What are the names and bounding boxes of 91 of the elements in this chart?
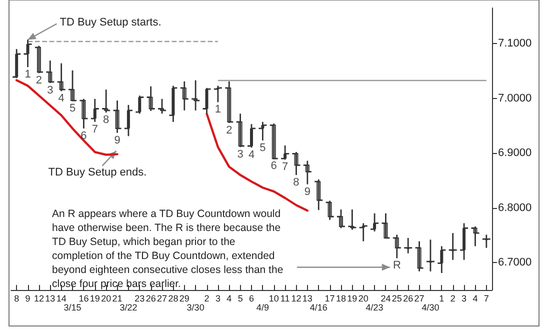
candlestick <box>124 104 134 137</box>
x-tick-label: 4/23 <box>366 302 384 312</box>
x-tick-label: 16 <box>78 294 89 304</box>
x-tick-label: 4/9 <box>256 302 269 312</box>
candlestick <box>23 39 32 68</box>
x-tick-label: 3/15 <box>64 302 82 312</box>
x-tick-label: 2 <box>204 294 210 304</box>
x-tick-label: 1 <box>439 294 444 304</box>
x-tick-label: 7 <box>484 294 489 304</box>
text: 5 <box>260 142 266 154</box>
x-tick-label: 20 <box>101 294 112 304</box>
x-tick-label: 29 <box>179 294 190 304</box>
x-tick-label: 3/30 <box>186 302 204 312</box>
text: 9 <box>304 186 310 198</box>
x-tick-label: 5 <box>238 294 243 304</box>
candlestick <box>370 212 380 232</box>
x-tick-label: 17 <box>324 294 335 304</box>
candlestick <box>314 178 324 211</box>
candlestick <box>403 237 413 254</box>
text: 1 <box>24 68 31 81</box>
x-tick-label: 18 <box>336 294 346 304</box>
y-tick-label: 6.7000 <box>498 256 532 269</box>
candlestick <box>190 80 200 112</box>
candlestick <box>90 98 100 123</box>
x-tick-label: 26 <box>146 294 156 304</box>
x-tick-label: 13 <box>45 294 56 304</box>
x-tick-label: 27 <box>414 294 424 304</box>
y-tick-label: 6.8000 <box>498 202 532 214</box>
x-tick-label: 23 <box>134 294 145 304</box>
x-tick-label: 4/16 <box>310 302 328 312</box>
candlestick <box>392 234 402 259</box>
text: 5 <box>69 102 76 115</box>
candlestick <box>258 121 268 142</box>
x-tick-label: 14 <box>56 294 66 304</box>
annotation: TD Buy Setup ends. <box>48 166 147 178</box>
text: 9 <box>114 134 120 146</box>
x-tick-label: 10 <box>268 294 279 304</box>
candlestick <box>459 222 469 261</box>
annotation: TD Buy Setup starts. <box>60 16 162 28</box>
candlestick <box>358 222 368 242</box>
text: 4 <box>58 92 64 105</box>
candlestick <box>246 123 256 148</box>
text: 3 <box>237 148 244 161</box>
text: 4 <box>248 149 255 162</box>
candlestick <box>157 98 167 114</box>
text: 8 <box>293 176 300 189</box>
text: 6 <box>270 160 277 172</box>
candlestick <box>414 240 424 272</box>
text: 3 <box>47 84 54 97</box>
x-tick-label: 26 <box>403 294 414 304</box>
candlestick <box>112 100 122 134</box>
text: 7 <box>92 123 98 136</box>
x-tick-label: 27 <box>157 294 168 304</box>
text: 8 <box>103 114 110 126</box>
x-tick-label: 12 <box>291 294 302 304</box>
x-tick-label: 20 <box>358 294 368 304</box>
x-tick-label: 4 <box>226 294 232 304</box>
x-tick-label: 6 <box>248 294 254 304</box>
x-tick-label: 3 <box>462 294 467 304</box>
text: 7 <box>282 161 288 174</box>
candlestick <box>436 245 446 274</box>
candlestick <box>168 85 178 123</box>
x-tick-label: 11 <box>280 294 290 304</box>
x-tick-label: 8 <box>14 294 20 304</box>
x-tick-label: 2 <box>450 294 456 304</box>
text: 2 <box>36 74 42 87</box>
y-tick-label: 7.0000 <box>498 92 532 104</box>
candlestick <box>180 80 190 112</box>
x-tick-label: 9 <box>25 294 30 304</box>
candlestick <box>213 85 223 103</box>
x-tick-label: 3 <box>215 294 220 304</box>
candlestick <box>101 88 111 114</box>
text: 1 <box>214 104 222 116</box>
x-tick-label: 25 <box>392 294 402 304</box>
x-tick-label: 21 <box>112 294 122 304</box>
y-tick-label: 6.9000 <box>498 147 532 160</box>
x-tick-label: 4 <box>472 294 478 304</box>
text: 6 <box>80 130 87 142</box>
x-tick-label: 13 <box>302 294 312 304</box>
x-tick-label: 4/30 <box>422 302 440 312</box>
text: 2 <box>226 124 232 136</box>
candlestick <box>302 160 312 186</box>
x-tick-label: 28 <box>168 294 178 304</box>
x-tick-label: 3/22 <box>120 302 138 312</box>
x-tick-label: 24 <box>380 294 391 304</box>
y-tick-label: 7.1000 <box>498 38 532 50</box>
text: R <box>392 260 401 272</box>
x-tick-label: 19 <box>347 294 358 304</box>
x-tick-label: 19 <box>90 294 100 304</box>
x-tick-label: 12 <box>34 294 44 304</box>
candlestick <box>146 86 156 112</box>
